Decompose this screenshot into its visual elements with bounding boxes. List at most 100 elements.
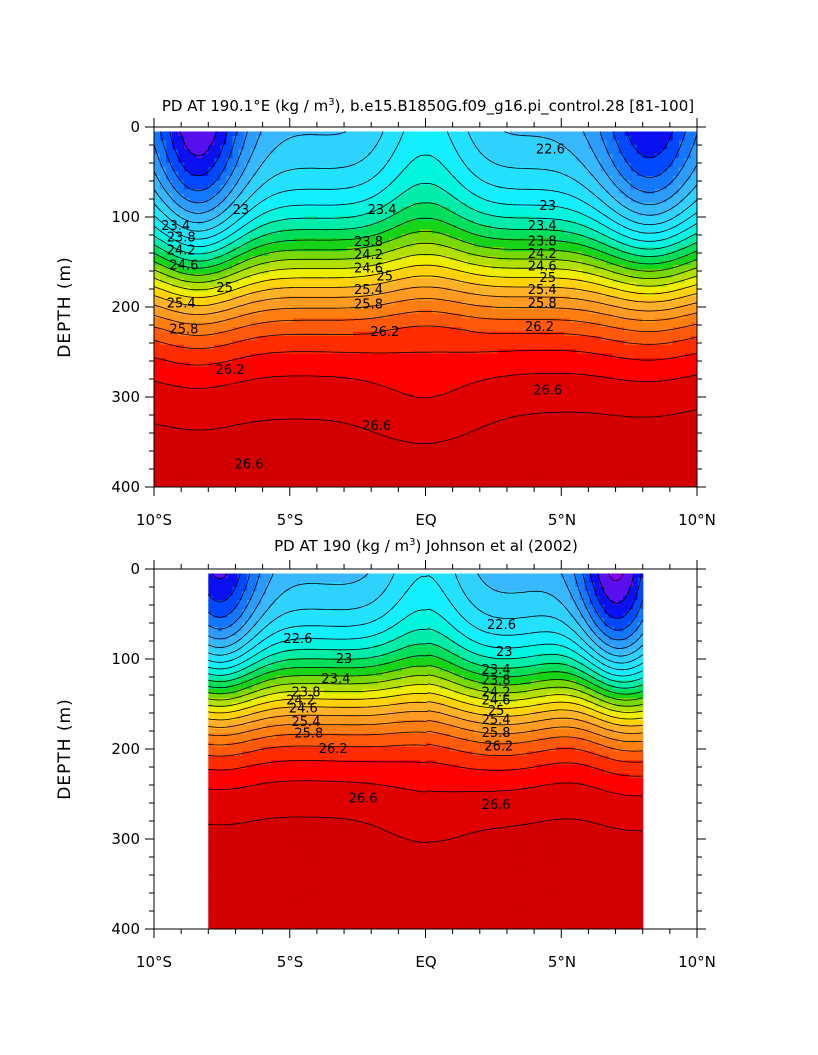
contour-band-cell: [328, 429, 336, 435]
contour-band-cell: [262, 415, 270, 421]
contour-band-cell: [202, 407, 209, 413]
contour-band-cell: [365, 455, 372, 461]
contour-band-cell: [413, 215, 421, 221]
contour-band-cell: [497, 140, 505, 146]
contour-band-cell: [292, 233, 300, 239]
contour-band-cell: [455, 211, 463, 217]
contour-band-cell: [449, 135, 457, 141]
contour-band-cell: [304, 135, 312, 141]
contour-band-cell: [166, 233, 173, 239]
contour-band-cell: [274, 469, 282, 475]
contour-band-cell: [467, 269, 475, 275]
contour-band-cell: [383, 455, 390, 461]
contour-band-cell: [328, 282, 336, 288]
contour-band-cell: [467, 193, 475, 199]
contour-band-cell: [353, 398, 360, 404]
contour-band-cell: [292, 167, 300, 173]
contour-band-cell: [341, 429, 348, 435]
contour-band-cell: [286, 224, 294, 230]
contour-band-cell: [208, 158, 215, 164]
contour-band-cell: [208, 353, 215, 359]
contour-band-cell: [503, 215, 511, 221]
contour-band-cell: [232, 442, 240, 448]
contour-band-cell: [365, 424, 372, 430]
contour-band-cell: [256, 327, 264, 333]
contour-band-cell: [256, 433, 264, 439]
contour-band-cell: [238, 327, 246, 333]
contour-band-cell: [268, 269, 276, 275]
contour-band-cell: [196, 371, 203, 377]
contour-band-cell: [467, 367, 475, 373]
contour-band-cell: [262, 215, 270, 221]
contour-band-cell: [214, 167, 221, 173]
contour-band-cell: [359, 478, 366, 484]
contour-band-cell: [178, 318, 185, 324]
contour-band-cell: [473, 424, 481, 430]
contour-band-cell: [377, 162, 384, 168]
contour-band-cell: [395, 304, 402, 310]
contour-band-cell: [226, 215, 234, 221]
contour-band-cell: [202, 215, 209, 221]
contour-band-cell: [214, 398, 221, 404]
contour-band-cell: [455, 455, 463, 461]
contour-band-cell: [202, 162, 209, 168]
contour-band-cell: [172, 304, 179, 310]
contour-band-cell: [286, 455, 294, 461]
contour-band-cell: [341, 211, 348, 217]
contour-band-cell: [485, 429, 493, 435]
contour-band-cell: [365, 371, 372, 377]
contour-band-cell: [443, 131, 451, 137]
contour-band-cell: [413, 447, 421, 453]
contour-band-cell: [298, 220, 306, 226]
contour-band-cell: [341, 153, 348, 159]
contour-band-cell: [208, 202, 215, 208]
contour-band-cell: [335, 180, 342, 186]
contour-band-cell: [202, 402, 209, 408]
contour-band-cell: [274, 442, 282, 448]
contour-band-cell: [407, 162, 415, 168]
contour-band-cell: [425, 340, 433, 346]
contour-band-cell: [516, 353, 523, 359]
contour-band-cell: [214, 144, 221, 150]
contour-band-cell: [196, 402, 203, 408]
contour-band-cell: [250, 282, 258, 288]
contour-band-cell: [383, 353, 390, 359]
contour-band-cell: [190, 202, 197, 208]
contour-band-cell: [328, 482, 336, 487]
contour-band-cell: [310, 482, 318, 487]
contour-band-cell: [467, 353, 475, 359]
contour-band-cell: [304, 162, 312, 168]
contour-band-cell: [425, 327, 433, 333]
contour-band-cell: [160, 455, 167, 461]
contour-band-cell: [226, 149, 234, 155]
contour-band-cell: [298, 313, 306, 319]
contour-band-cell: [455, 349, 463, 355]
contour-band-cell: [214, 287, 221, 293]
contour-band-cell: [172, 384, 179, 390]
contour-band-cell: [437, 411, 445, 417]
contour-band-cell: [389, 451, 396, 457]
contour-band-cell: [226, 295, 234, 301]
contour-band-cell: [437, 278, 445, 284]
contour-band-cell: [232, 295, 240, 301]
contour-band-cell: [166, 207, 173, 213]
contour-band-cell: [292, 287, 300, 293]
contour-band-cell: [407, 251, 415, 257]
contour-band-cell: [238, 233, 246, 239]
contour-band-cell: [371, 153, 378, 159]
contour-band-cell: [401, 389, 408, 395]
contour-band-cell: [196, 340, 203, 346]
contour-band-cell: [154, 420, 161, 426]
contour-band-cell: [232, 455, 240, 461]
contour-band-cell: [178, 149, 185, 155]
contour-band-cell: [485, 460, 493, 466]
contour-band-cell: [491, 273, 499, 279]
contour-band-cell: [292, 269, 300, 275]
contour-band-cell: [425, 140, 433, 146]
contour-band-cell: [473, 335, 481, 341]
contour-band-cell: [371, 287, 378, 293]
contour-band-cell: [461, 371, 469, 377]
contour-band-cell: [160, 384, 167, 390]
contour-band-cell: [413, 171, 421, 177]
contour-band-cell: [304, 189, 312, 195]
